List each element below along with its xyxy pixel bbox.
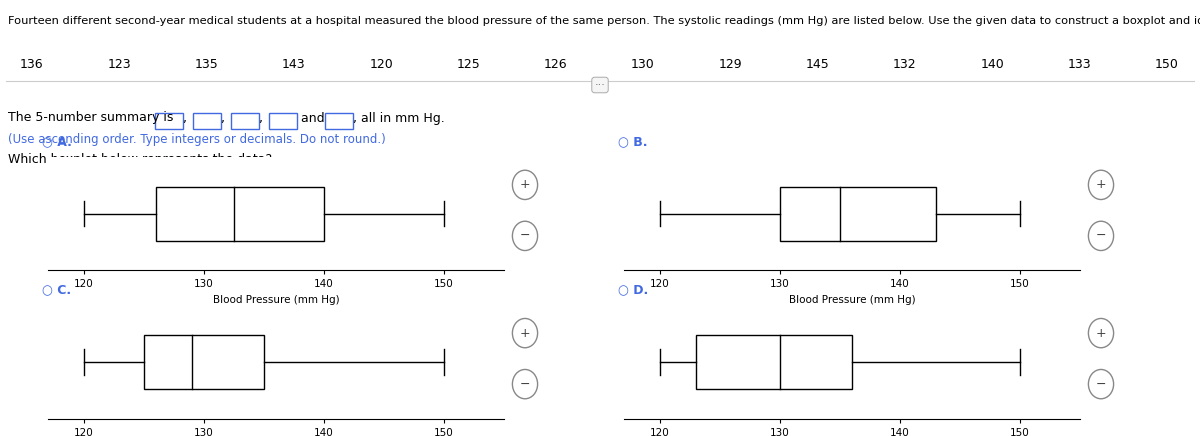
Text: ○ C.: ○ C. (42, 283, 71, 296)
Text: +: + (1096, 327, 1106, 340)
Text: 143: 143 (282, 58, 306, 71)
Bar (780, 187, 936, 241)
Text: ,: , (221, 112, 229, 125)
Text: 150: 150 (1154, 58, 1178, 71)
Text: −: − (1096, 378, 1106, 391)
Text: 130: 130 (631, 58, 655, 71)
Text: 140: 140 (980, 58, 1004, 71)
Text: 125: 125 (456, 58, 480, 71)
Text: +: + (520, 327, 530, 340)
Text: +: + (520, 178, 530, 191)
FancyBboxPatch shape (325, 113, 353, 129)
FancyBboxPatch shape (155, 113, 182, 129)
Bar (696, 335, 852, 389)
Text: The 5-number summary is: The 5-number summary is (8, 111, 178, 124)
Text: −: − (1096, 229, 1106, 242)
Text: 133: 133 (1068, 58, 1091, 71)
FancyBboxPatch shape (230, 113, 259, 129)
Text: 145: 145 (805, 58, 829, 71)
X-axis label: Blood Pressure (mm Hg): Blood Pressure (mm Hg) (788, 295, 916, 305)
Text: , all in mm Hg.: , all in mm Hg. (353, 112, 445, 125)
Text: and: and (298, 112, 329, 125)
Bar (156, 187, 324, 241)
Bar (144, 335, 264, 389)
Text: −: − (520, 378, 530, 391)
Text: ,: , (259, 112, 266, 125)
Text: ○ A.: ○ A. (42, 135, 72, 148)
Text: 132: 132 (893, 58, 917, 71)
FancyBboxPatch shape (269, 113, 298, 129)
Text: +: + (1096, 178, 1106, 191)
Text: Which boxplot below represents the data?: Which boxplot below represents the data? (8, 153, 272, 166)
Text: 120: 120 (370, 58, 392, 71)
Text: 135: 135 (194, 58, 218, 71)
Text: 126: 126 (544, 58, 568, 71)
Text: 136: 136 (20, 58, 43, 71)
Text: ○ B.: ○ B. (618, 135, 648, 148)
Text: Fourteen different second-year medical students at a hospital measured the blood: Fourteen different second-year medical s… (8, 16, 1200, 26)
Text: 129: 129 (719, 58, 742, 71)
X-axis label: Blood Pressure (mm Hg): Blood Pressure (mm Hg) (212, 295, 340, 305)
Text: ○ D.: ○ D. (618, 283, 648, 296)
Text: ···: ··· (594, 80, 606, 90)
Text: 123: 123 (107, 58, 131, 71)
FancyBboxPatch shape (193, 113, 221, 129)
Text: ,: , (182, 112, 191, 125)
Text: −: − (520, 229, 530, 242)
Text: (Use ascending order. Type integers or decimals. Do not round.): (Use ascending order. Type integers or d… (8, 133, 385, 146)
